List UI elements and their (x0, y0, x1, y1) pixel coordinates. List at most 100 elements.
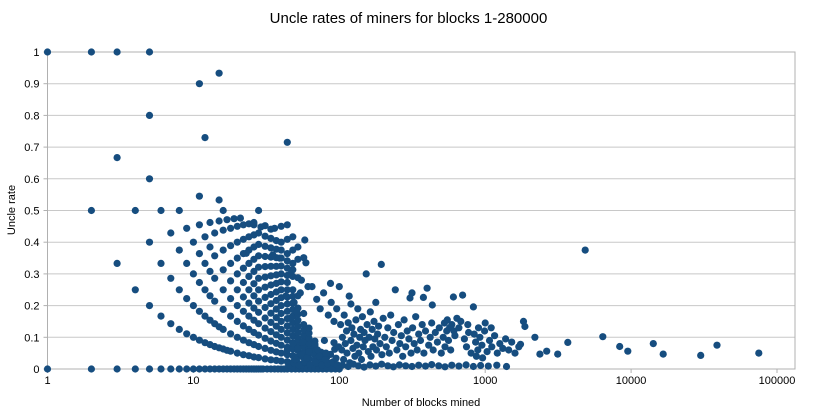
data-point (227, 242, 235, 250)
data-point (405, 335, 413, 343)
data-point (713, 341, 721, 349)
data-point (491, 332, 499, 340)
data-point (399, 352, 407, 360)
data-point (297, 351, 305, 359)
data-point (239, 351, 247, 359)
data-point (428, 361, 436, 369)
data-point (255, 229, 263, 237)
data-point (394, 321, 402, 329)
y-tick-label: 0.7 (24, 142, 39, 154)
data-point (219, 305, 227, 313)
data-point (239, 221, 247, 229)
data-point (255, 320, 263, 328)
data-point (348, 324, 356, 332)
data-point (320, 336, 328, 345)
data-point (219, 206, 227, 215)
data-point (403, 327, 411, 335)
data-point (267, 290, 275, 299)
data-point (195, 250, 203, 258)
data-point (484, 362, 492, 370)
data-point (354, 305, 362, 313)
data-point (255, 342, 263, 351)
data-point (250, 267, 258, 275)
y-tick-label: 0.3 (24, 269, 39, 281)
data-point (324, 311, 332, 319)
data-point (487, 324, 495, 332)
data-point (420, 349, 428, 357)
data-point (393, 346, 401, 354)
data-point (374, 330, 382, 338)
data-point (175, 286, 183, 294)
data-point (233, 222, 241, 230)
data-point (183, 330, 191, 338)
data-point (211, 252, 219, 260)
data-point (441, 363, 449, 371)
data-point (211, 297, 219, 305)
data-point (353, 341, 361, 349)
data-point (433, 338, 441, 346)
data-point (289, 259, 297, 267)
data-point (320, 289, 328, 297)
data-point (387, 311, 395, 319)
data-point (157, 206, 165, 215)
data-point (255, 240, 263, 248)
data-point (355, 349, 363, 357)
data-point (363, 321, 371, 329)
data-point (201, 259, 209, 267)
data-point (219, 286, 227, 294)
data-point (189, 365, 197, 373)
data-point (206, 243, 214, 251)
data-point (508, 338, 516, 346)
data-point (294, 328, 302, 337)
data-point (272, 314, 280, 322)
data-point (308, 283, 316, 291)
data-point (299, 338, 307, 346)
data-point (227, 295, 235, 303)
data-point (219, 266, 227, 274)
data-point (255, 252, 263, 260)
data-point (175, 325, 183, 333)
data-point (223, 216, 231, 224)
data-point (283, 286, 291, 294)
data-point (455, 324, 463, 332)
data-point (239, 235, 247, 243)
data-point (315, 352, 323, 360)
data-point (283, 250, 291, 258)
data-point (233, 317, 241, 325)
data-point (277, 333, 285, 341)
data-point (521, 322, 529, 331)
data-point (227, 330, 235, 338)
data-point (236, 214, 244, 222)
data-point (365, 333, 373, 341)
data-point (409, 324, 417, 332)
data-point (295, 361, 303, 370)
data-point (239, 336, 247, 344)
data-point (437, 349, 445, 357)
data-point (379, 314, 387, 322)
data-point (294, 316, 302, 324)
x-tick-label: 10000 (616, 375, 647, 387)
data-point (283, 329, 291, 337)
data-point (183, 224, 191, 232)
data-point (477, 361, 485, 370)
data-point (357, 355, 366, 364)
data-point (239, 322, 247, 330)
data-point (271, 224, 279, 232)
data-point (384, 362, 392, 370)
data-point (215, 217, 223, 225)
data-point (402, 343, 410, 351)
data-point (599, 333, 607, 341)
data-point (189, 333, 197, 341)
data-point (415, 361, 423, 369)
data-point (167, 320, 175, 328)
data-point (267, 281, 275, 289)
data-point (543, 347, 551, 355)
data-point (255, 297, 263, 305)
data-point (87, 365, 95, 373)
data-point (239, 307, 247, 315)
data-point (316, 305, 324, 313)
data-point (227, 347, 235, 355)
data-point (347, 336, 355, 345)
data-point (359, 343, 367, 351)
data-point (242, 249, 250, 257)
